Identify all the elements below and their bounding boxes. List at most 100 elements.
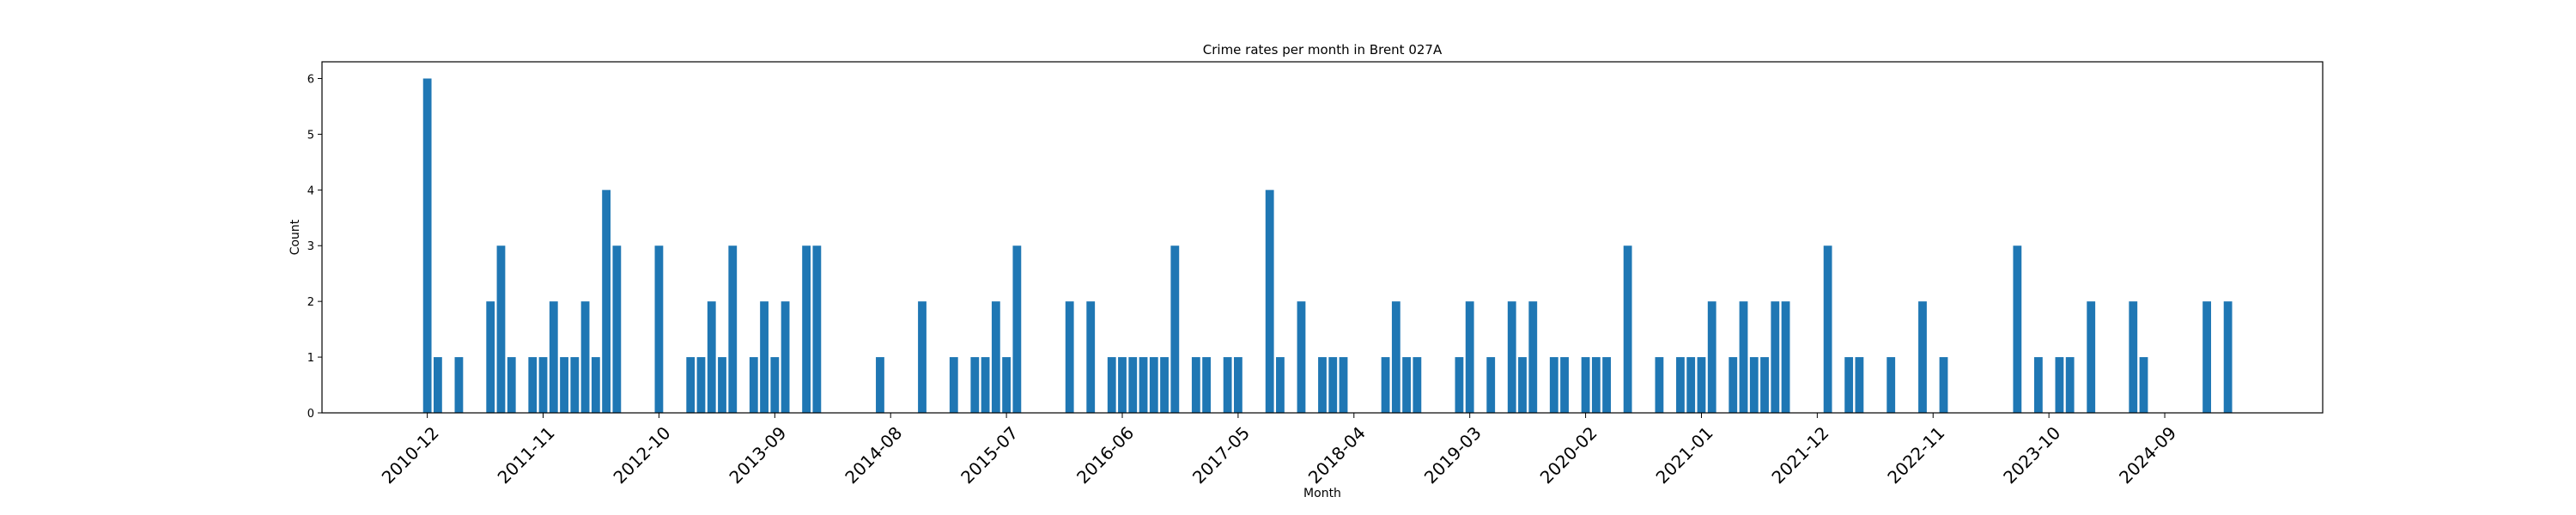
bar-2013-04 (718, 357, 726, 413)
bar-2012-02 (570, 357, 580, 413)
bar-2023-09 (2033, 357, 2043, 413)
y-tick-label: 5 (307, 129, 314, 142)
bar-2023-11 (2055, 357, 2064, 413)
bar-2016-09 (1149, 357, 1158, 413)
bar-2015-08 (1012, 245, 1022, 413)
bar-2017-04 (1223, 357, 1232, 413)
x-axis-label: Month (1303, 487, 1341, 500)
bar-2016-08 (1139, 357, 1148, 413)
bar-2019-11 (1549, 357, 1558, 413)
bar-2021-09 (1781, 301, 1790, 413)
bar-2011-08 (507, 357, 516, 413)
bar-2013-12 (802, 245, 811, 413)
bar-2025-03 (2223, 301, 2233, 413)
bar-2016-03 (1086, 301, 1096, 413)
bar-2012-05 (602, 190, 611, 413)
bar-2015-02 (949, 357, 958, 413)
bar-2012-03 (580, 301, 590, 413)
bar-2011-01 (433, 357, 442, 413)
y-tick-label: 4 (307, 185, 314, 197)
y-tick-label: 3 (307, 240, 314, 253)
bar-2011-03 (454, 357, 464, 413)
bar-2015-06 (991, 301, 1000, 413)
bar-2012-04 (591, 357, 600, 413)
bar-2017-02 (1202, 357, 1212, 413)
bar-2022-10 (1918, 301, 1927, 413)
bar-2023-12 (2065, 357, 2075, 413)
y-axis-ticks: 0 1 2 3 4 5 6 (307, 73, 322, 421)
bar-2012-10 (654, 245, 664, 413)
bar-2020-11 (1676, 357, 1685, 413)
bar-2013-07 (749, 357, 758, 413)
bar-2021-01 (1697, 357, 1706, 413)
bar-2018-08 (1391, 301, 1400, 413)
bar-2016-01 (1065, 301, 1074, 413)
bar-2018-07 (1381, 357, 1390, 413)
bar-2025-01 (2202, 301, 2212, 413)
bar-2019-03 (1465, 301, 1474, 413)
bar-2019-07 (1507, 301, 1516, 413)
bar-2013-09 (770, 357, 780, 413)
y-tick-label: 6 (307, 73, 314, 86)
y-tick-label: 1 (307, 352, 314, 365)
bar-2013-01 (686, 357, 696, 413)
bar-2017-01 (1191, 357, 1200, 413)
bar-2014-11 (918, 301, 927, 413)
bar-2017-11 (1297, 301, 1306, 413)
bar-2017-08 (1265, 190, 1274, 413)
bar-2016-06 (1118, 357, 1127, 413)
bar-2012-06 (612, 245, 622, 413)
bar-2013-10 (781, 301, 790, 413)
bar-2018-10 (1413, 357, 1422, 413)
bar-2020-02 (1581, 357, 1590, 413)
bar-2013-02 (696, 357, 706, 413)
bar-2017-09 (1276, 357, 1285, 413)
bar-2015-07 (1002, 357, 1012, 413)
bar-2013-08 (760, 301, 769, 413)
bar-2018-02 (1328, 357, 1338, 413)
bar-2016-10 (1160, 357, 1169, 413)
y-tick-label: 0 (307, 408, 314, 421)
bar-2024-02 (2087, 301, 2096, 413)
plot-frame (321, 61, 2324, 414)
bar-2021-08 (1771, 301, 1780, 413)
bar-2020-03 (1591, 357, 1601, 413)
bar-2021-02 (1707, 301, 1716, 413)
bar-2011-12 (549, 301, 558, 413)
bar-2019-12 (1560, 357, 1569, 413)
bar-2016-11 (1170, 245, 1180, 413)
bar-2020-09 (1655, 357, 1664, 413)
bar-2019-09 (1528, 301, 1538, 413)
bar-2015-04 (970, 357, 980, 413)
bar-2018-03 (1339, 357, 1348, 413)
bar-2022-01 (1823, 245, 1832, 413)
bar-2018-09 (1402, 357, 1412, 413)
bar-2017-05 (1233, 357, 1242, 413)
bar-2024-06 (2129, 301, 2138, 413)
bar-2020-06 (1623, 245, 1632, 413)
bars-group (422, 78, 2233, 413)
bar-2011-10 (528, 357, 538, 413)
bar-2021-07 (1760, 357, 1769, 413)
bar-2022-12 (1939, 357, 1948, 413)
bar-2019-05 (1486, 357, 1496, 413)
bar-2010-12 (422, 78, 432, 413)
bar-2012-01 (560, 357, 568, 413)
bar-2014-07 (876, 357, 884, 413)
bar-2013-05 (728, 245, 738, 413)
bar-2011-07 (496, 245, 506, 413)
bar-2015-05 (981, 357, 990, 413)
bar-2018-01 (1318, 357, 1327, 413)
bar-2019-08 (1518, 357, 1527, 413)
bar-2024-07 (2139, 357, 2148, 413)
bar-2014-01 (812, 245, 822, 413)
bar-2023-07 (2013, 245, 2022, 413)
bar-2020-04 (1602, 357, 1612, 413)
y-axis-label: Count (289, 219, 302, 255)
bar-2022-07 (1886, 357, 1896, 413)
chart-title: Crime rates per month in Brent 027A (1203, 42, 1443, 58)
bar-2016-05 (1107, 357, 1116, 413)
bar-2019-02 (1455, 357, 1464, 413)
